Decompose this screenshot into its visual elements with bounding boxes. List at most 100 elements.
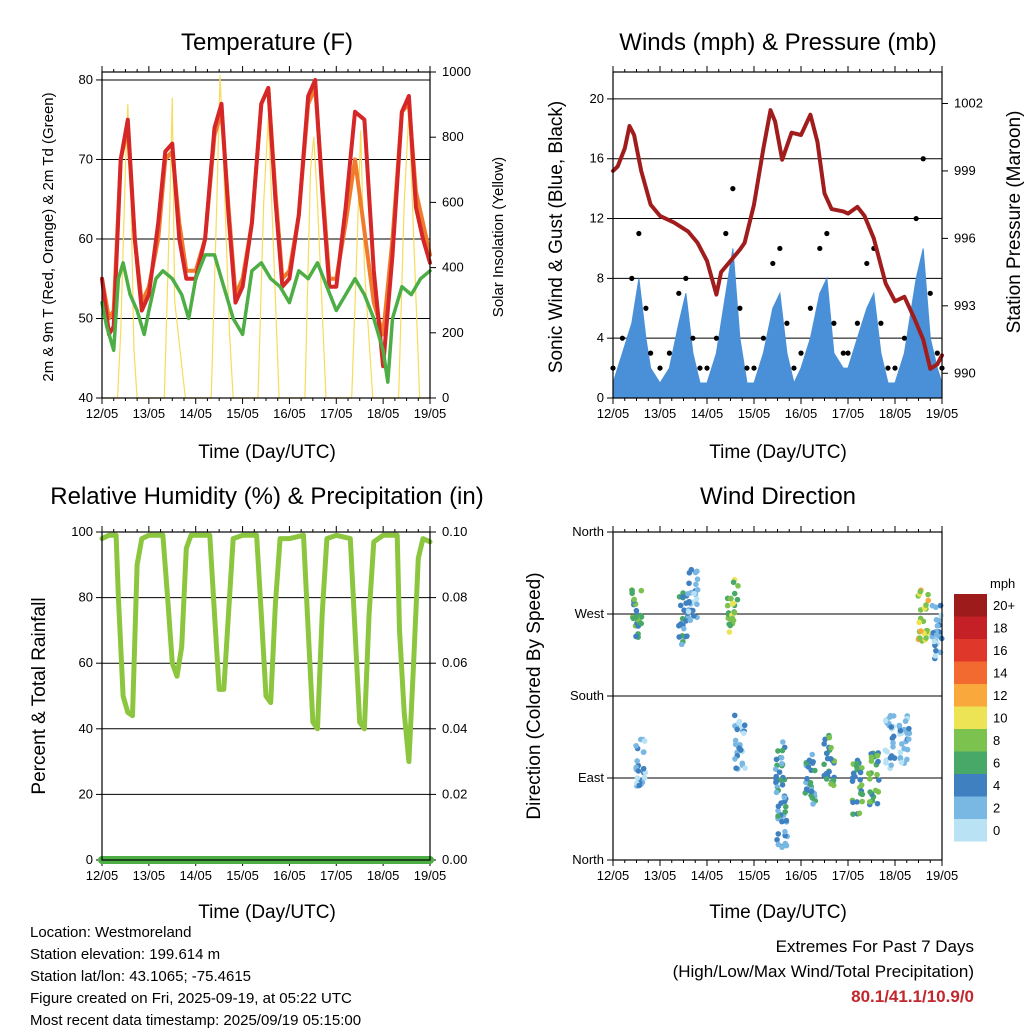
direction-point bbox=[902, 718, 909, 724]
direction-point bbox=[889, 753, 895, 760]
direction-point bbox=[690, 613, 697, 619]
direction-point bbox=[773, 789, 780, 796]
station-latlon: Station lat/lon: 43.1065; -75.4615 bbox=[30, 968, 252, 985]
direction-point bbox=[890, 740, 896, 746]
y2-tick-label: 1000 bbox=[442, 64, 471, 79]
direction-point bbox=[683, 618, 689, 624]
direction-point bbox=[688, 566, 695, 573]
legend-label: 14 bbox=[993, 666, 1007, 681]
direction-point bbox=[638, 620, 645, 627]
humidity-ylabel: Percent & Total Rainfall bbox=[29, 597, 50, 794]
direction-point bbox=[730, 579, 737, 586]
direction-point bbox=[633, 742, 639, 749]
legend-label: 2 bbox=[993, 801, 1000, 816]
direction-point bbox=[775, 808, 781, 814]
gust-point bbox=[744, 365, 750, 371]
direction-point bbox=[778, 760, 785, 767]
direction-point bbox=[890, 744, 896, 750]
gust-point bbox=[629, 275, 635, 281]
direction-point bbox=[633, 633, 639, 640]
direction-point bbox=[882, 717, 889, 724]
humidity-plot: 0 20 40 60 80 100 0.00 0.02 0.04 0.06 0.08 0.10 12/0… bbox=[71, 524, 467, 883]
direction-point bbox=[872, 787, 879, 794]
extremes-title: Extremes For Past 7 Days bbox=[775, 937, 974, 956]
winds-plot: 0 4 8 12 16 20 990 993 996 999 1002 12/05 13/05 14/05… bbox=[590, 66, 983, 421]
direction-point bbox=[636, 782, 642, 789]
direction-point bbox=[876, 777, 882, 783]
legend-swatch bbox=[954, 594, 987, 617]
legend-swatch bbox=[954, 639, 987, 662]
direction-point bbox=[635, 768, 642, 774]
direction-point bbox=[859, 798, 865, 805]
legend-swatch bbox=[954, 751, 987, 774]
direction-point bbox=[933, 647, 939, 654]
direction-point bbox=[859, 765, 865, 771]
direction-point bbox=[641, 738, 648, 744]
gust-point bbox=[751, 365, 757, 371]
direction-point bbox=[779, 818, 785, 825]
direction-point bbox=[938, 612, 944, 619]
x-tick-label: 16/05 bbox=[273, 406, 306, 421]
direction-point bbox=[865, 770, 872, 777]
y-tick-label: 60 bbox=[79, 231, 93, 246]
plot-border bbox=[612, 531, 943, 861]
y2-tick-label: 400 bbox=[442, 260, 464, 275]
y-tick-label: 60 bbox=[79, 655, 93, 670]
direction-tick-label: West bbox=[575, 606, 605, 621]
figure-created: Figure created on Fri, 2025-09-19, at 05… bbox=[30, 990, 352, 1007]
x-tick-label: 17/05 bbox=[320, 406, 353, 421]
temperature-ylabel: 2m & 9m T (Red, Orange) & 2m Td (Green) bbox=[40, 92, 57, 381]
x-tick-label: 16/05 bbox=[785, 406, 818, 421]
x-tick-label: 15/05 bbox=[226, 868, 259, 883]
direction-point bbox=[884, 748, 890, 755]
gust-point bbox=[657, 365, 663, 371]
direction-point bbox=[782, 809, 788, 815]
td2m-line bbox=[100, 253, 432, 384]
x-tick-label: 15/05 bbox=[738, 406, 771, 421]
direction-point bbox=[917, 588, 924, 595]
gust-point bbox=[831, 320, 837, 326]
direction-point bbox=[638, 587, 645, 594]
x-tick-label: 17/05 bbox=[832, 406, 865, 421]
station-elevation: Station elevation: 199.614 m bbox=[30, 946, 221, 963]
wind-direction-ylabel: Direction (Colored By Speed) bbox=[524, 572, 545, 819]
direction-point bbox=[729, 601, 736, 607]
direction-point bbox=[932, 653, 939, 659]
y2-tick-label: 800 bbox=[442, 129, 464, 144]
x-tick-label: 19/05 bbox=[926, 406, 959, 421]
direction-point bbox=[734, 596, 741, 603]
gust-point bbox=[690, 335, 696, 341]
direction-point bbox=[735, 583, 741, 589]
y-tick-label: 20 bbox=[79, 786, 93, 801]
legend-label: 10 bbox=[993, 711, 1007, 726]
gust-point bbox=[643, 305, 649, 311]
x-tick-label: 12/05 bbox=[86, 868, 119, 883]
direction-point bbox=[866, 799, 873, 805]
legend-label: 18 bbox=[993, 621, 1007, 636]
legend-label: 12 bbox=[993, 688, 1007, 703]
direction-point bbox=[850, 811, 856, 817]
direction-point bbox=[923, 602, 929, 608]
temperature-xlabel: Time (Day/UTC) bbox=[198, 442, 336, 463]
direction-point bbox=[775, 748, 781, 754]
direction-point bbox=[738, 747, 744, 753]
gust-point bbox=[934, 350, 940, 356]
y-tick-label: 80 bbox=[79, 590, 93, 605]
direction-point bbox=[741, 722, 748, 729]
x-tick-label: 14/05 bbox=[691, 406, 724, 421]
x-tick-label: 15/05 bbox=[226, 406, 259, 421]
station-location: Location: Westmoreland bbox=[30, 924, 192, 941]
direction-point bbox=[724, 602, 731, 609]
direction-point bbox=[782, 840, 789, 847]
direction-point bbox=[731, 609, 738, 616]
direction-point bbox=[694, 576, 701, 583]
x-tick-label: 16/05 bbox=[273, 868, 306, 883]
gust-point bbox=[704, 365, 710, 371]
legend-title: mph bbox=[990, 576, 1015, 591]
x-tick-label: 18/05 bbox=[367, 406, 400, 421]
direction-point bbox=[780, 739, 786, 745]
direction-point bbox=[916, 619, 922, 626]
x-tick-label: 14/05 bbox=[179, 868, 212, 883]
gust-point bbox=[666, 350, 673, 356]
